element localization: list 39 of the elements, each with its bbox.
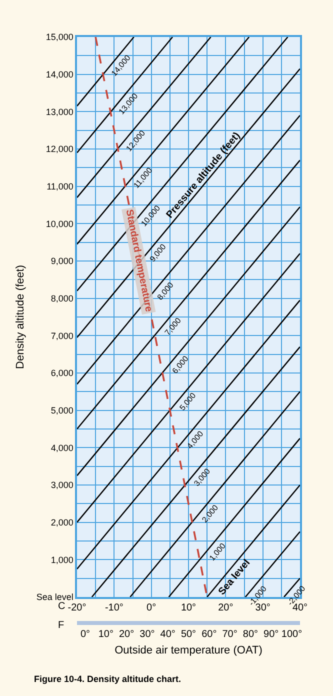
y-tick-label: 5,000	[50, 405, 74, 416]
text: F	[58, 620, 64, 631]
y-tick-label: 2,000	[50, 517, 74, 528]
x2-tick-label: 70°	[222, 628, 238, 640]
x-tick-label: 0°	[146, 602, 156, 614]
y-tick-label: 8,000	[50, 293, 74, 304]
y-axis-title: Density altitude (feet)	[14, 265, 27, 369]
y-tick-label: 4,000	[50, 442, 74, 453]
x2-tick-label: 60°	[202, 628, 217, 640]
y-tick-label: 14,000	[46, 69, 74, 80]
x2-tick-label: 30°	[140, 628, 155, 640]
x2-tick-label: 20°	[118, 628, 134, 640]
x2-tick-label: 10°	[98, 628, 114, 640]
x-tick-label: 30°	[255, 602, 270, 614]
x-tick-label: -10°	[104, 602, 124, 614]
y-tick-label: Sea level	[36, 592, 74, 602]
y-tick-label: 9,000	[50, 256, 74, 266]
x2-tick-label: 90°	[264, 628, 279, 640]
y-tick-label: 3,000	[50, 480, 74, 490]
y-tick-label: 7,000	[50, 330, 74, 341]
caption: Figure 10-4. Density altitude chart.	[34, 674, 182, 684]
x-tick-label: 40°	[292, 602, 308, 614]
y-tick-label: 11,000	[46, 181, 74, 192]
x-axis-title: Outside air temperature (OAT)	[114, 644, 262, 657]
x2-tick-label: 40°	[160, 628, 176, 640]
y-tick-label: 10,000	[46, 218, 74, 229]
x2-tick-label: 80°	[242, 628, 258, 640]
x2-tick-label: 100°	[281, 628, 302, 640]
x-tick-label: -20°	[68, 602, 86, 614]
text: C	[58, 601, 66, 612]
x2-tick-label: 50°	[180, 628, 196, 640]
y-tick-label: 12,000	[46, 144, 74, 154]
x2-tick-label: 0°	[80, 628, 90, 640]
y-tick-label: 6,000	[50, 368, 74, 378]
y-tick-label: 1,000	[50, 554, 74, 565]
y-tick-label: 15,000	[46, 32, 74, 42]
x-tick-label: 20°	[218, 602, 234, 614]
y-tick-label: 13,000	[46, 106, 74, 117]
x-tick-label: 10°	[180, 602, 196, 614]
